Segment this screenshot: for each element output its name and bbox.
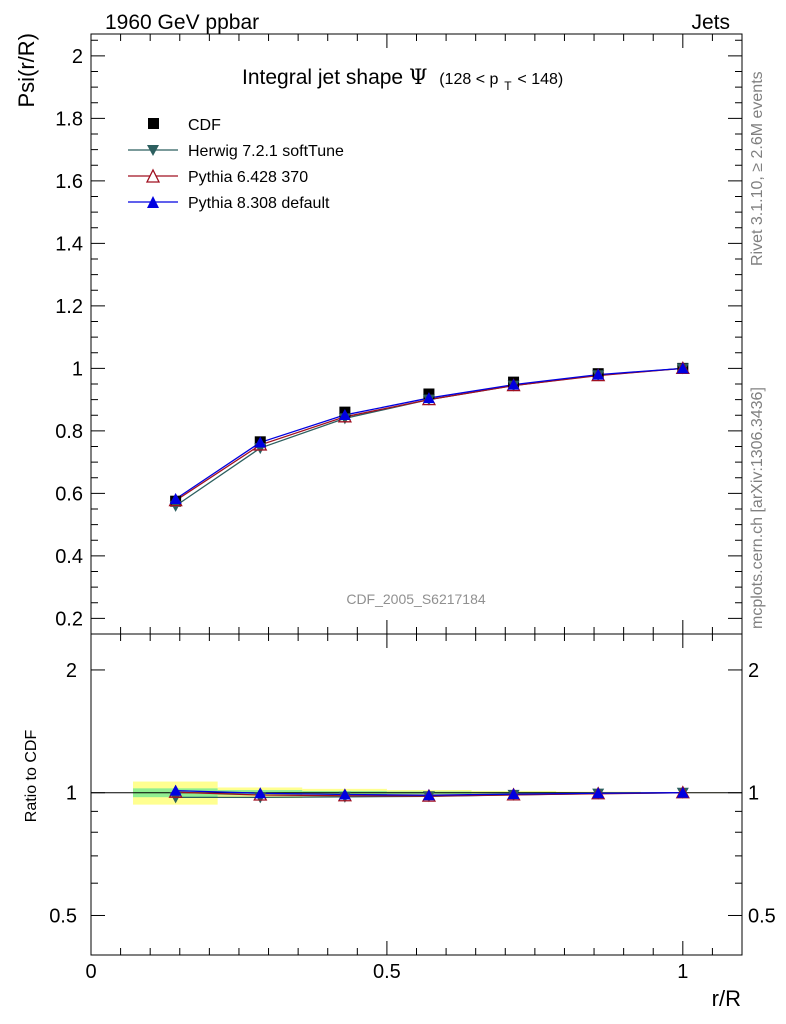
x-axis-label: r/R — [712, 986, 741, 1011]
main-y-tick-label: 2 — [72, 46, 83, 68]
ratio-y-tick-label-left: 1 — [66, 783, 77, 805]
legend-label-pythia6: Pythia 6.428 370 — [188, 169, 308, 186]
x-tick-label: 0 — [85, 961, 96, 983]
main-y-tick-label: 1.6 — [55, 171, 83, 193]
legend: CDF Herwig 7.2.1 softTune Pythia 6.428 3… — [128, 117, 344, 212]
title-cut-sub: T — [504, 79, 512, 93]
ratio-y-tick-label-left: 2 — [66, 660, 77, 682]
main-point-pythia8 — [338, 408, 351, 420]
main-point-pythia8 — [676, 362, 689, 374]
ratio-y-axis-label: Ratio to CDF — [23, 730, 40, 823]
plot-title: Integral jet shape Ψ (128 < p T < 148) — [242, 65, 563, 95]
ratio-y-tick-label-right: 0.5 — [748, 905, 776, 927]
main-y-tick-label: 0.2 — [55, 608, 83, 630]
x-tick-label: 0.5 — [373, 961, 401, 983]
main-point-pythia8 — [507, 378, 520, 390]
header-left-label: 1960 GeV ppbar — [105, 11, 259, 34]
main-line-pythia8 — [175, 367, 683, 500]
main-point-pythia8 — [169, 493, 182, 504]
legend-marker-pythia6 — [145, 168, 161, 183]
main-panel-series — [168, 361, 690, 512]
main-line-pythia6 — [175, 367, 683, 502]
main-point-pythia8 — [254, 436, 267, 448]
ratio-point-pythia8 — [169, 784, 182, 796]
ratio-point-pythia8 — [338, 788, 351, 800]
ratio-y-tick-label-right: 2 — [748, 660, 759, 682]
axes-ticks: 0.2 0.4 0.6 0.8 1 1.2 1.4 1.6 1.8 2 0 0.5 1 0.5 0.5 1 1 2… — [49, 34, 776, 983]
legend-marker-herwig — [147, 145, 159, 156]
legend-marker-pythia8 — [147, 196, 159, 208]
main-point-pythia8 — [592, 368, 605, 380]
main-y-tick-label: 0.8 — [55, 421, 83, 443]
legend-label-herwig: Herwig 7.2.1 softTune — [188, 143, 344, 160]
legend-marker-cdf — [148, 118, 159, 129]
ratio-point-pythia8 — [676, 786, 689, 798]
ratio-point-pythia8 — [507, 788, 520, 800]
ratio-y-tick-label-left: 0.5 — [49, 905, 77, 927]
mcplots-label: mcplots.cern.ch [arXiv:1306.3436] — [749, 387, 766, 629]
main-y-tick-label: 1 — [72, 358, 83, 380]
rivet-version-label: Rivet 3.1.10, ≥ 2.6M events — [749, 71, 766, 266]
ratio-point-pythia8 — [422, 789, 435, 801]
main-y-tick-label: 1.8 — [55, 108, 83, 130]
x-tick-label: 1 — [677, 961, 688, 983]
ratio-panel-series — [168, 784, 690, 804]
main-y-tick-label: 0.4 — [55, 546, 83, 568]
analysis-watermark: CDF_2005_S6217184 — [346, 591, 486, 607]
main-y-tick-label: 1.4 — [55, 233, 83, 255]
ratio-y-tick-label-right: 1 — [748, 783, 759, 805]
legend-label-pythia8: Pythia 8.308 default — [188, 195, 330, 212]
title-psi: Ψ — [409, 65, 427, 89]
title-cut-pre: (128 < p — [439, 71, 498, 88]
main-y-axis-label: Psi(r/R) — [14, 33, 39, 108]
legend-label-cdf: CDF — [188, 117, 221, 134]
ratio-point-pythia8 — [592, 787, 605, 799]
main-point-pythia8 — [422, 392, 435, 404]
main-y-tick-label: 1.2 — [55, 296, 83, 318]
header-right-label: Jets — [691, 11, 730, 34]
title-cut-post: < 148) — [517, 71, 563, 88]
ratio-point-pythia8 — [254, 787, 267, 799]
title-main: Integral jet shape — [242, 66, 403, 89]
main-y-tick-label: 0.6 — [55, 483, 83, 505]
